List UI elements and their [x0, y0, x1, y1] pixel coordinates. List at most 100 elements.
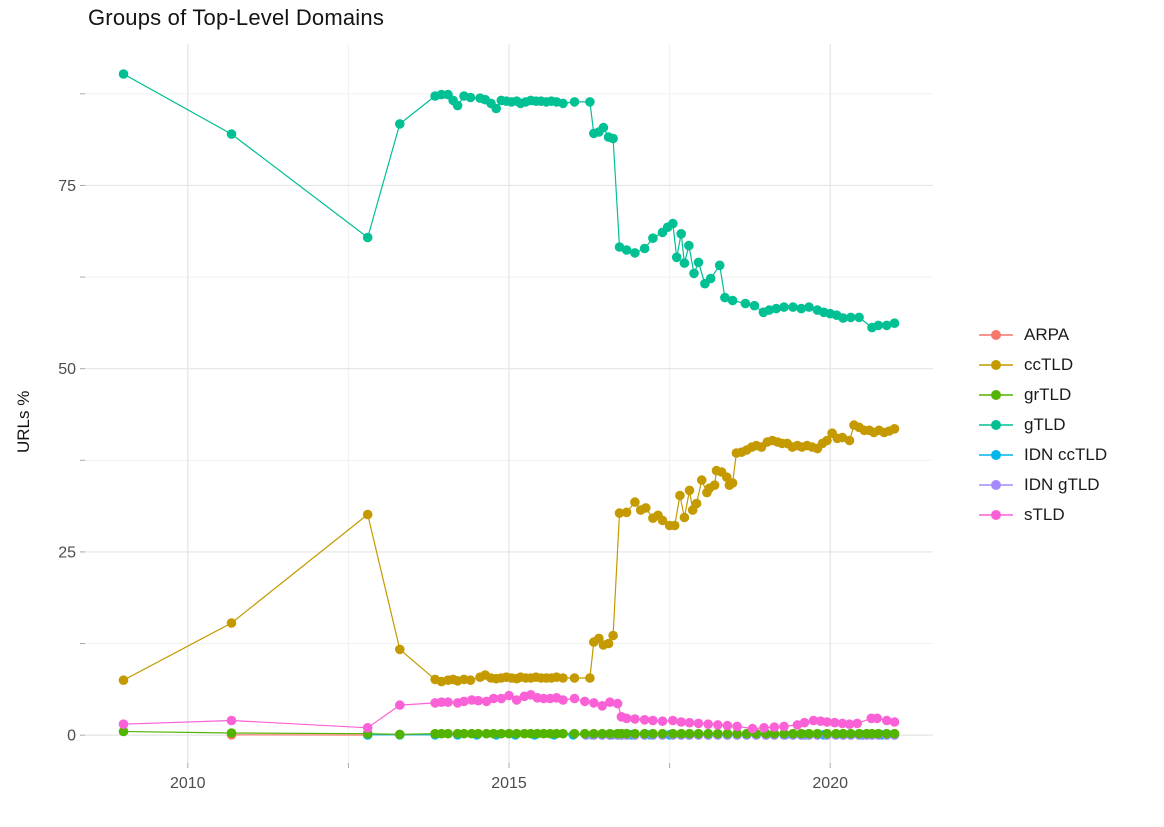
- x-tick-label: 2020: [812, 775, 848, 792]
- data-point: [846, 728, 856, 739]
- data-point: [459, 696, 469, 707]
- data-point: [580, 728, 590, 739]
- data-point: [362, 232, 373, 243]
- data-point: [684, 728, 695, 739]
- series-sTLD: [118, 690, 900, 734]
- data-point: [639, 728, 650, 739]
- data-point: [844, 719, 855, 729]
- data-point: [558, 98, 568, 109]
- data-point: [889, 717, 900, 727]
- data-point: [788, 728, 798, 739]
- data-point: [675, 490, 685, 501]
- data-point: [630, 248, 640, 258]
- data-point: [691, 498, 702, 509]
- y-tick-label: 50: [58, 361, 76, 378]
- data-point: [598, 122, 609, 133]
- legend-item-ccTLD: ccTLD: [979, 350, 1107, 380]
- data-point: [676, 717, 686, 727]
- data-point: [872, 713, 882, 724]
- data-point: [612, 698, 623, 709]
- data-point: [603, 638, 614, 649]
- data-point: [614, 508, 625, 518]
- data-point: [511, 728, 522, 739]
- data-point: [118, 69, 129, 79]
- data-point: [630, 714, 640, 724]
- data-point: [621, 245, 632, 255]
- data-point: [648, 728, 658, 739]
- data-point: [657, 515, 668, 526]
- legend-key-icon: [979, 390, 1013, 400]
- legend-item-gTLD: gTLD: [979, 410, 1107, 440]
- data-point: [669, 520, 680, 531]
- data-point: [779, 728, 789, 739]
- legend-label: sTLD: [1024, 505, 1065, 524]
- data-point: [668, 715, 678, 726]
- data-point: [504, 690, 514, 701]
- data-point: [569, 693, 580, 704]
- data-point: [854, 728, 864, 739]
- data-point: [395, 700, 405, 710]
- data-point: [473, 695, 484, 706]
- legend-item-sTLD: sTLD: [979, 500, 1107, 530]
- data-point: [504, 728, 514, 739]
- data-point: [722, 472, 732, 483]
- data-point: [443, 728, 453, 739]
- legend-key-icon: [979, 330, 1013, 340]
- data-point: [558, 728, 568, 739]
- data-point: [676, 229, 686, 239]
- legend-label: gTLD: [1024, 415, 1066, 434]
- data-point: [459, 728, 469, 739]
- x-tick-label: 2010: [170, 775, 206, 792]
- data-point: [804, 728, 814, 739]
- data-point: [722, 720, 733, 731]
- data-point: [732, 721, 742, 732]
- data-point: [837, 718, 848, 729]
- data-point: [558, 695, 568, 705]
- legend-key-icon: [979, 450, 1013, 460]
- data-point: [689, 268, 699, 279]
- data-point: [585, 673, 595, 683]
- data-point: [732, 728, 742, 739]
- legend-label: ccTLD: [1024, 355, 1074, 374]
- axis-ticks: [80, 93, 831, 768]
- data-point: [608, 630, 618, 641]
- data-point: [362, 723, 373, 733]
- data-point: [720, 292, 730, 303]
- data-point: [630, 728, 640, 739]
- data-point: [749, 300, 760, 311]
- data-point: [639, 715, 650, 725]
- data-point: [648, 715, 658, 726]
- legend-item-ARPA: ARPA: [979, 320, 1107, 350]
- data-point: [679, 512, 690, 523]
- data-point: [769, 728, 780, 739]
- data-point: [630, 497, 640, 507]
- data-point: [881, 715, 892, 726]
- data-point: [838, 728, 848, 739]
- data-point: [796, 728, 807, 739]
- series-ccTLD: [118, 420, 900, 687]
- data-point: [713, 720, 723, 730]
- data-point: [873, 320, 884, 331]
- data-point: [657, 728, 668, 739]
- legend-label: IDN gTLD: [1024, 475, 1100, 494]
- data-point: [395, 644, 405, 655]
- data-point: [889, 424, 900, 434]
- legend-key-icon: [979, 480, 1013, 490]
- data-point: [703, 719, 713, 729]
- series-grTLD: [118, 726, 900, 740]
- data-point: [481, 728, 492, 739]
- data-point: [713, 728, 723, 739]
- data-point: [709, 480, 720, 491]
- data-point: [822, 435, 832, 446]
- data-point: [844, 435, 855, 446]
- data-point: [580, 696, 590, 707]
- data-point: [648, 233, 658, 243]
- data-point: [812, 728, 823, 739]
- gridlines-major: [85, 44, 933, 763]
- data-point: [671, 252, 682, 263]
- data-point: [395, 729, 405, 740]
- data-point: [829, 717, 840, 728]
- data-point: [226, 129, 237, 139]
